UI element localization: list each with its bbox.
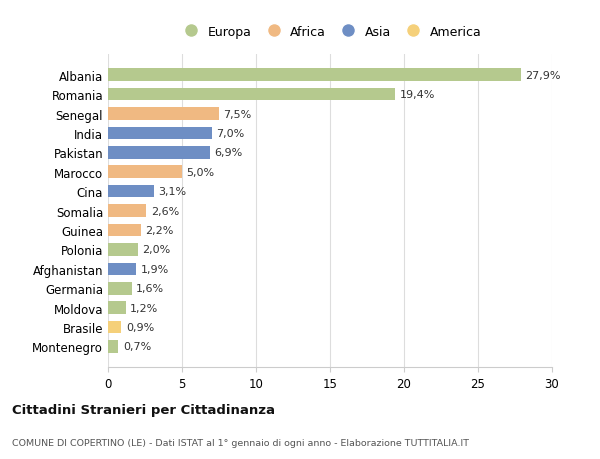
- Bar: [108, 147, 210, 159]
- Legend: Europa, Africa, Asia, America: Europa, Africa, Asia, America: [173, 21, 487, 44]
- Text: 1,9%: 1,9%: [140, 264, 169, 274]
- Text: 6,9%: 6,9%: [215, 148, 243, 158]
- Bar: [108, 263, 136, 275]
- Text: 19,4%: 19,4%: [400, 90, 435, 100]
- Bar: [108, 282, 131, 295]
- Text: 3,1%: 3,1%: [158, 187, 187, 197]
- Bar: [108, 205, 146, 218]
- Text: 2,6%: 2,6%: [151, 206, 179, 216]
- Text: 5,0%: 5,0%: [187, 168, 215, 177]
- Bar: [108, 341, 118, 353]
- Text: 2,0%: 2,0%: [142, 245, 170, 255]
- Bar: [108, 108, 219, 121]
- Text: 27,9%: 27,9%: [526, 71, 561, 80]
- Text: 1,6%: 1,6%: [136, 284, 164, 294]
- Text: 7,5%: 7,5%: [223, 109, 251, 119]
- Text: 0,7%: 0,7%: [123, 342, 151, 352]
- Bar: [108, 166, 182, 179]
- Text: COMUNE DI COPERTINO (LE) - Dati ISTAT al 1° gennaio di ogni anno - Elaborazione : COMUNE DI COPERTINO (LE) - Dati ISTAT al…: [12, 438, 469, 447]
- Bar: [108, 302, 126, 314]
- Text: 0,9%: 0,9%: [126, 322, 154, 332]
- Bar: [108, 224, 140, 237]
- Bar: [108, 185, 154, 198]
- Bar: [108, 69, 521, 82]
- Bar: [108, 127, 212, 140]
- Bar: [108, 89, 395, 101]
- Bar: [108, 321, 121, 334]
- Text: 7,0%: 7,0%: [216, 129, 244, 139]
- Bar: [108, 244, 137, 256]
- Text: 2,2%: 2,2%: [145, 225, 173, 235]
- Text: Cittadini Stranieri per Cittadinanza: Cittadini Stranieri per Cittadinanza: [12, 403, 275, 416]
- Text: 1,2%: 1,2%: [130, 303, 158, 313]
